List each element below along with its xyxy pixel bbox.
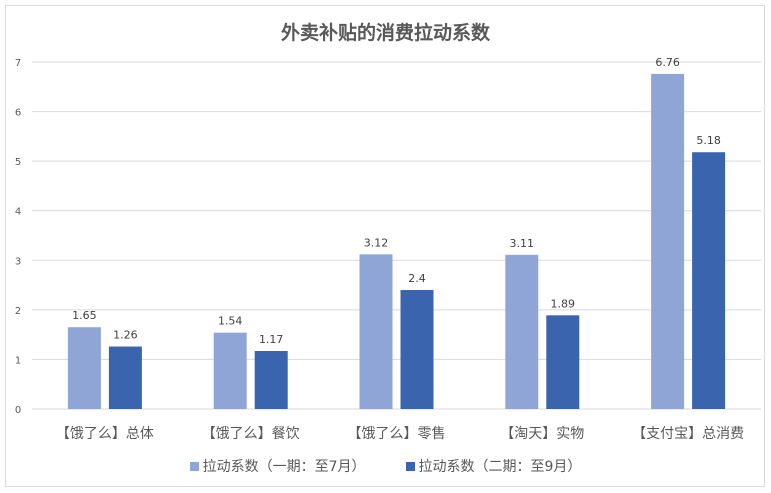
bar (505, 254, 539, 409)
bar (108, 346, 142, 409)
y-tick-label: 6 (15, 108, 21, 119)
legend: 拉动系数（一期：至7月） 拉动系数（二期：至9月） (0, 456, 771, 476)
data-label: 1.17 (259, 333, 284, 346)
y-tick-label: 0 (15, 405, 21, 416)
legend-label: 拉动系数（二期：至9月） (418, 459, 582, 475)
data-label: 1.89 (551, 297, 576, 310)
y-tick-label: 7 (15, 58, 21, 69)
legend-item-series-2: 拉动系数（二期：至9月） (405, 456, 582, 476)
x-tick-label: 【支付宝】总消费 (632, 426, 744, 442)
x-tick-label: 【淘天】实物 (500, 426, 584, 442)
legend-swatch (189, 461, 199, 471)
y-tick-label: 4 (15, 207, 21, 218)
data-label: 2.4 (408, 272, 426, 285)
y-tick-label: 1 (15, 355, 21, 366)
data-label: 1.54 (218, 315, 243, 328)
bar (546, 315, 580, 409)
data-label: 1.65 (72, 309, 97, 322)
data-label: 5.18 (696, 134, 721, 147)
x-tick-label: 【饿了么】餐饮 (202, 426, 300, 442)
x-tick-label: 【饿了么】零售 (348, 426, 446, 442)
legend-label: 拉动系数（一期：至7月） (202, 459, 366, 475)
y-tick-label: 2 (15, 306, 21, 317)
y-tick-label: 3 (15, 256, 21, 267)
x-tick-label: 【饿了么】总体 (56, 426, 154, 442)
legend-item-series-1: 拉动系数（一期：至7月） (189, 456, 366, 476)
bar (400, 290, 434, 409)
bar (651, 73, 685, 409)
data-label: 3.12 (364, 236, 389, 249)
y-tick-label: 5 (15, 157, 21, 168)
chart-frame (5, 5, 765, 487)
data-label: 3.11 (510, 237, 535, 250)
bar (67, 327, 101, 409)
bar (254, 351, 288, 409)
data-label: 1.26 (113, 329, 138, 342)
bar (359, 254, 393, 409)
legend-swatch (405, 461, 415, 471)
data-label: 6.76 (655, 56, 680, 69)
bar (692, 152, 726, 409)
bar (213, 332, 247, 409)
chart-title: 外卖补贴的消费拉动系数 (280, 22, 490, 44)
